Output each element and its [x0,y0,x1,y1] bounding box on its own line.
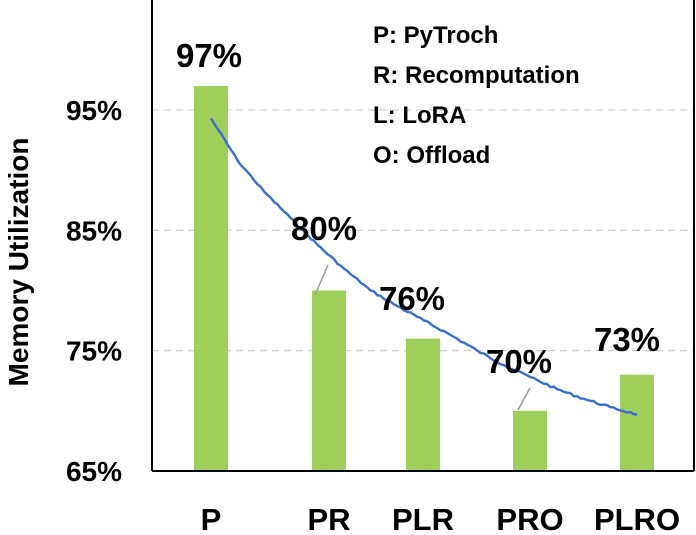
data-label-leader [517,387,531,411]
bar-plr [406,338,440,471]
x-category-label: PRO [496,502,563,535]
bar-pro [513,410,547,471]
data-label: 73% [594,321,660,358]
x-category-label: P [201,502,222,535]
x-category-label: PLR [392,502,454,535]
legend: P: PyTroch R: Recomputation L: LoRA O: Offl… [373,22,580,169]
data-labels: 97% 80% 76% 70% 73% [176,37,660,380]
y-tick-label: 95% [66,95,122,126]
bar-pr [312,290,346,471]
y-axis-title: Memory Utilization [3,138,34,387]
y-tick-label: 85% [66,215,122,246]
x-category-labels: P PR PLR PRO PLRO [201,502,680,535]
axes [151,0,695,472]
data-label: 70% [486,343,552,380]
legend-entry: R: Recomputation [373,62,580,89]
y-tick-label: 65% [66,456,122,487]
data-label: 76% [379,280,445,317]
label-leader-lines [314,264,531,411]
y-tick-labels: 65% 75% 85% 95% [66,95,122,487]
bar-p [194,85,228,471]
x-category-label: PR [307,502,350,535]
data-label: 97% [176,37,242,74]
data-label-leader [314,264,329,296]
bar-plro [620,374,654,471]
data-label: 80% [291,210,357,247]
legend-entry: O: Offload [373,142,490,169]
trend-line [209,117,638,416]
y-tick-label: 75% [66,336,122,367]
legend-entry: L: LoRA [373,102,466,129]
bars [194,85,654,471]
legend-entry: P: PyTroch [373,22,498,49]
x-category-label: PLRO [594,502,680,535]
